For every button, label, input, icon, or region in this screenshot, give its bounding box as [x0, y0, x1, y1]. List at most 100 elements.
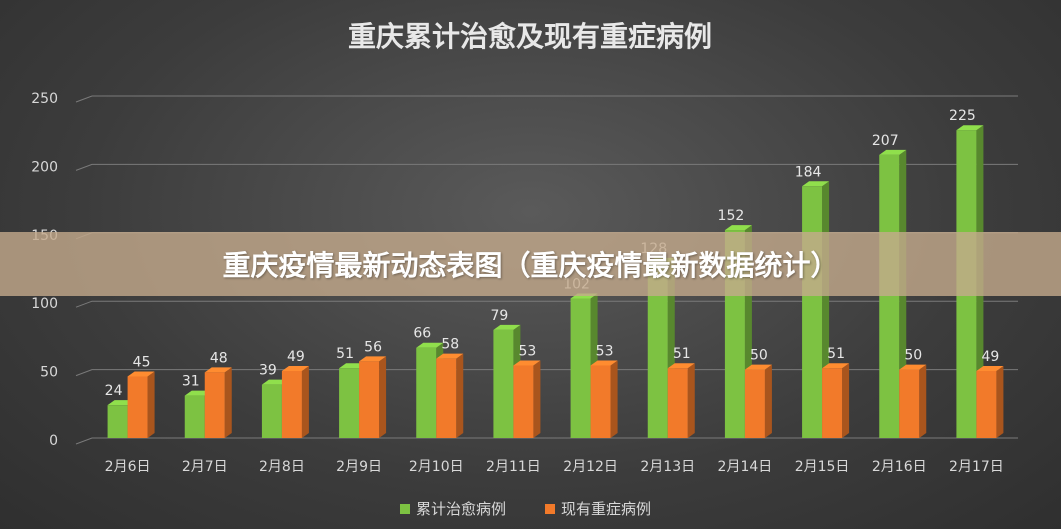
bar — [976, 365, 1004, 438]
bar-top — [744, 364, 772, 370]
bar-top — [802, 181, 830, 187]
bar-side — [764, 364, 772, 438]
bar-front — [899, 369, 920, 438]
legend-label: 累计治愈病例 — [416, 500, 506, 518]
x-tick-label: 2月10日 — [409, 459, 464, 475]
bar — [281, 365, 309, 438]
x-tick-label: 2月9日 — [336, 459, 382, 475]
bar — [590, 360, 618, 438]
bar-front — [570, 298, 591, 438]
bar — [822, 363, 850, 438]
overlay-text: 重庆疫情最新动态表图（重庆疫情最新数据统计） — [222, 249, 839, 282]
x-tick-label: 2月8日 — [259, 459, 305, 475]
data-label: 53 — [519, 343, 537, 359]
bar-top — [281, 365, 309, 371]
bar — [436, 353, 464, 438]
data-label: 51 — [673, 346, 691, 362]
data-label: 79 — [491, 308, 509, 324]
overlay-banner: 重庆疫情最新动态表图（重庆疫情最新数据统计） — [0, 232, 1061, 296]
data-label: 49 — [982, 349, 1000, 365]
bar — [513, 360, 541, 438]
gridline — [75, 437, 1018, 445]
data-label: 51 — [336, 346, 354, 362]
bar-top — [956, 125, 984, 131]
data-label: 45 — [133, 354, 151, 370]
bar-front — [802, 186, 823, 438]
bar-top — [416, 342, 444, 348]
gridline — [75, 369, 1018, 377]
bar-side — [456, 353, 464, 438]
bar-side — [533, 360, 541, 438]
bar-front — [339, 368, 360, 438]
x-axis-ticks: 2月6日 2月7日 2月8日 2月9日 2月10日 2月11日 2月12日 2月13日 2月14… — [105, 459, 1004, 475]
bar-front — [281, 370, 302, 438]
bar-top — [976, 365, 1004, 371]
data-label: 50 — [750, 348, 768, 364]
bar-side — [301, 365, 309, 438]
legend-label: 现有重症病例 — [561, 500, 651, 518]
bar-front — [261, 384, 282, 438]
bar-front — [513, 365, 534, 438]
x-tick-label: 2月7日 — [182, 459, 228, 475]
x-tick-label: 2月16日 — [872, 459, 927, 475]
legend: 累计治愈病例 现有重症病例 — [400, 500, 651, 518]
y-tick-label: 50 — [40, 365, 58, 381]
bar-top — [493, 324, 521, 330]
chart-title: 重庆累计治愈及现有重症病例 — [348, 20, 712, 53]
data-label: 58 — [441, 337, 459, 353]
bar-front — [493, 329, 514, 438]
data-label: 50 — [904, 348, 922, 364]
data-label: 66 — [413, 326, 431, 342]
data-label: 31 — [182, 374, 200, 390]
bar-front — [416, 347, 437, 438]
bar-front — [744, 369, 765, 438]
bar — [667, 363, 695, 438]
y-tick-label: 100 — [31, 296, 58, 312]
data-label: 39 — [259, 363, 277, 379]
data-label: 51 — [827, 346, 845, 362]
bar-front — [976, 370, 997, 438]
gridline — [75, 95, 1018, 103]
bar-front — [590, 365, 611, 438]
bar — [359, 356, 387, 438]
bar-top — [879, 149, 907, 155]
bar — [744, 364, 772, 438]
bar-top — [513, 360, 541, 366]
gridline — [75, 300, 1018, 308]
bar-side — [842, 363, 850, 438]
bar-top — [724, 225, 752, 231]
x-tick-label: 2月15日 — [795, 459, 850, 475]
bar-side — [224, 367, 232, 438]
legend-swatch — [400, 504, 410, 514]
data-label: 24 — [105, 383, 123, 399]
bar-top — [127, 371, 155, 377]
bar-side — [996, 365, 1004, 438]
bar-front — [822, 368, 843, 438]
bar-side — [687, 363, 695, 438]
bar-front — [107, 405, 128, 438]
data-label: 53 — [596, 343, 614, 359]
bar-front — [204, 372, 225, 438]
bar-front — [879, 154, 900, 438]
data-label: 225 — [949, 108, 976, 124]
bar — [127, 371, 155, 438]
x-tick-label: 2月13日 — [640, 459, 695, 475]
bar-top — [822, 363, 850, 369]
x-tick-label: 2月11日 — [486, 459, 541, 475]
bar-top — [899, 364, 927, 370]
bar — [899, 364, 927, 438]
legend-swatch — [545, 504, 555, 514]
bar-front — [436, 358, 457, 438]
bar-side — [919, 364, 927, 438]
x-tick-label: 2月14日 — [718, 459, 773, 475]
bar-front — [647, 262, 668, 438]
x-tick-label: 2月12日 — [563, 459, 618, 475]
y-tick-label: 200 — [31, 159, 58, 175]
gridline — [75, 163, 1018, 171]
data-label: 207 — [872, 133, 899, 149]
bar-top — [204, 367, 232, 373]
x-tick-label: 2月6日 — [105, 459, 151, 475]
x-tick-label: 2月17日 — [949, 459, 1004, 475]
